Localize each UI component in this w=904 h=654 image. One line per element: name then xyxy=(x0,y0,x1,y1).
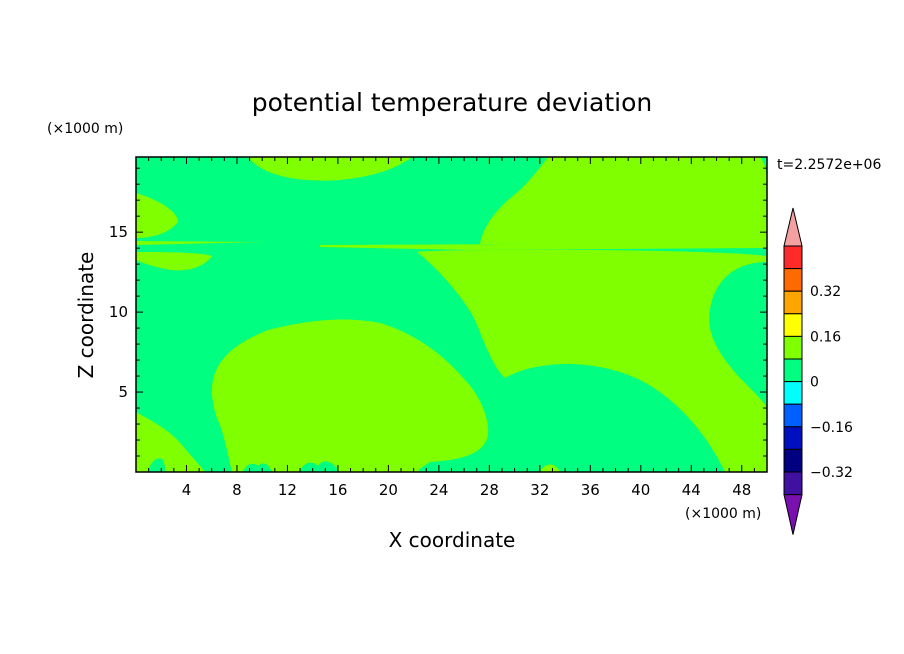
y-axis-label: Z coordinate xyxy=(74,252,98,379)
colorbar-label: 0.32 xyxy=(810,284,841,300)
x-tick-label: 48 xyxy=(732,481,751,499)
x-tick-label: 20 xyxy=(379,481,398,499)
colorbar-segment xyxy=(783,358,803,383)
colorbar-segment xyxy=(783,313,803,337)
colorbar-segment xyxy=(783,471,803,496)
x-tick-label: 28 xyxy=(480,481,499,499)
y-tick-label: 10 xyxy=(109,303,128,321)
y-axis-ticks: 5 10 15 xyxy=(109,167,767,457)
x-unit-label: (×1000 m) xyxy=(685,506,761,522)
positive-bump-bottom-4 xyxy=(388,461,420,472)
x-tick-label: 4 xyxy=(182,481,192,499)
colorbar-label: −0.32 xyxy=(810,465,853,481)
positive-band-thin-right xyxy=(320,243,767,250)
colorbar: 0.32 0.16 0 −0.16 −0.32 xyxy=(783,207,853,535)
colorbar-segment xyxy=(783,245,803,270)
colorbar-segment xyxy=(783,335,803,360)
x-tick-label: 12 xyxy=(278,481,297,499)
positive-region-center-large xyxy=(211,319,489,472)
colorbar-bottom-arrow xyxy=(783,494,803,535)
x-axis-ticks: 4 8 12 16 20 24 28 32 36 40 44 48 xyxy=(148,157,755,499)
colorbar-segment xyxy=(783,448,803,473)
colorbar-segment xyxy=(783,268,803,292)
y-tick-label: 5 xyxy=(118,383,128,401)
positive-region-right-large xyxy=(417,249,767,472)
y-tick-label: 15 xyxy=(109,223,128,241)
positive-region-upper-left xyxy=(136,193,178,238)
contour-field xyxy=(136,157,767,472)
positive-bump-bottom-5 xyxy=(540,464,560,472)
x-tick-label: 8 xyxy=(232,481,242,499)
positive-band-thin xyxy=(136,241,262,245)
positive-bump-bottom-3 xyxy=(300,461,340,472)
positive-region-upper-right xyxy=(480,157,767,245)
x-tick-label: 40 xyxy=(631,481,650,499)
chart-title: potential temperature deviation xyxy=(252,88,652,117)
colorbar-segment xyxy=(783,403,803,428)
x-axis-label: X coordinate xyxy=(389,528,516,552)
colorbar-top-arrow xyxy=(783,207,803,247)
x-tick-label: 32 xyxy=(530,481,549,499)
colorbar-segment xyxy=(783,381,803,405)
x-tick-label: 36 xyxy=(581,481,600,499)
positive-bump-bottom-2 xyxy=(243,463,272,472)
colorbar-segment xyxy=(783,426,803,450)
colorbar-segment xyxy=(783,290,803,315)
positive-region-top-cap xyxy=(248,157,412,181)
positive-region-bottom-left xyxy=(136,412,205,472)
y-unit-label: (×1000 m) xyxy=(47,121,123,137)
colorbar-label: 0.16 xyxy=(810,329,841,345)
x-tick-label: 44 xyxy=(682,481,701,499)
time-label: t=2.2572e+06 xyxy=(777,157,881,173)
colorbar-label: −0.16 xyxy=(810,420,853,436)
x-tick-label: 16 xyxy=(328,481,347,499)
x-tick-label: 24 xyxy=(429,481,448,499)
colorbar-label: 0 xyxy=(810,375,819,391)
positive-region-left-small xyxy=(136,252,212,271)
